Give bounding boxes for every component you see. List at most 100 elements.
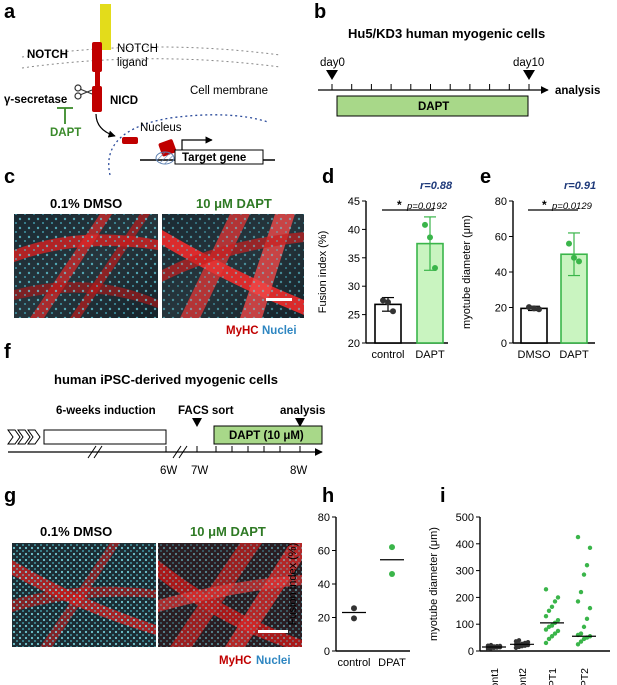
timeline-f-ticks (165, 446, 301, 452)
stat-p: p=0.0192 (406, 201, 448, 212)
data-point (380, 297, 386, 304)
day10-label: day10 (513, 57, 544, 69)
data-point (546, 636, 552, 642)
x-tick-label: DAPT (559, 349, 589, 361)
week6-label: 6W (160, 465, 177, 477)
stat-r: r=0.88 (420, 180, 453, 192)
data-point (576, 258, 582, 265)
data-point (543, 627, 549, 632)
data-point (587, 545, 593, 551)
panel-f-title: human iPSC-derived myogenic cells (54, 372, 278, 387)
data-point (584, 616, 590, 622)
y-tick-label: 80 (495, 196, 507, 208)
x-tick-label: cont1 (489, 668, 501, 685)
data-point (422, 221, 428, 228)
micrograph-c-dapt (162, 214, 304, 318)
week8-label: 8W (290, 465, 307, 477)
chart-e-letter: e (480, 166, 491, 188)
dapt-bar-label-b: DAPT (418, 101, 449, 113)
target-gene-box (174, 149, 264, 165)
scale-bar-g (258, 630, 288, 633)
panel-b: b Hu5/KD3 human myogenic cells day0 day1… (314, 1, 600, 117)
nicd-arrow (95, 113, 116, 138)
x-tick-label: control (371, 349, 404, 361)
day0-label: day0 (320, 57, 345, 69)
data-point (389, 570, 395, 577)
y-tick-label: 0 (324, 646, 330, 658)
myhc-label-g: MyHC (219, 655, 252, 667)
day10-marker (523, 70, 535, 80)
y-tick-label: 35 (348, 253, 360, 265)
dapt-treatment-bar-f (213, 425, 323, 445)
y-tick-label: 30 (348, 281, 360, 293)
y-tick-label: 200 (456, 592, 474, 604)
target-gene-label: Target gene (182, 152, 246, 164)
scissors-icon (74, 84, 93, 100)
induction-bar (43, 429, 167, 445)
data-point (555, 617, 561, 623)
stat-star: * (542, 198, 547, 212)
data-point (575, 599, 581, 604)
nuclei-label-g: Nuclei (256, 655, 291, 667)
y-axis-label: Fusion index (%) (317, 231, 329, 314)
y-axis-label: Fusion index (%) (287, 543, 299, 626)
notch-ligand-label-1: NOTCH (117, 43, 158, 55)
induction-label: 6-weeks induction (56, 405, 156, 417)
y-tick-label: 40 (318, 579, 330, 591)
data-point (575, 642, 581, 647)
gamma-secretase-label: γ-secretase (4, 94, 67, 106)
notch-ligand-shape (100, 4, 111, 50)
y-tick-label: 60 (495, 232, 507, 244)
stat-p: p=0.0129 (551, 201, 593, 212)
week7-label: 7W (191, 465, 208, 477)
panel-c: c 0.1% DMSO 10 μM DAPT MyHC Nuclei (4, 166, 304, 337)
chart-d-letter: d (322, 166, 334, 188)
panel-b-title: Hu5/KD3 human myogenic cells (348, 26, 545, 41)
data-point (531, 305, 537, 312)
data-point (552, 631, 558, 636)
x-tick-label: DAPT2 (579, 668, 591, 685)
y-tick-label: 80 (318, 512, 330, 524)
y-tick-label: 400 (456, 539, 474, 551)
notch-stalk (95, 72, 100, 88)
data-point (390, 308, 396, 315)
panel-a-letter: a (4, 1, 16, 23)
stat-star: * (397, 198, 402, 212)
y-tick-label: 45 (348, 196, 360, 208)
day0-marker (326, 70, 338, 80)
stat-r: r=0.91 (564, 180, 596, 192)
nuclei-label-c: Nuclei (262, 325, 297, 337)
chart-e: e 0 20 40 60 80 myotube diameter (μm) DMSO DAPT r… (461, 166, 596, 361)
data-point (351, 615, 357, 622)
notch-receptor-shape (92, 42, 102, 72)
chart-h-letter: h (322, 485, 334, 507)
y-tick-label: 0 (468, 646, 474, 658)
data-point (587, 605, 593, 611)
data-point (549, 634, 555, 639)
y-tick-label: 20 (495, 303, 507, 315)
y-tick-label: 20 (318, 613, 330, 625)
y-tick-label: 300 (456, 566, 474, 578)
data-point (571, 254, 577, 261)
data-point (543, 613, 549, 619)
data-point (578, 589, 584, 595)
panel-b-letter: b (314, 1, 326, 23)
data-point (385, 299, 391, 306)
micrograph-c-dmso (14, 214, 158, 318)
nucleus-membrane (108, 114, 269, 176)
data-point (549, 623, 555, 628)
x-tick-label: DAPT (415, 349, 445, 361)
data-point (427, 234, 433, 241)
panel-a: a NOTCH NOTCH ligand γ-secretase NICD Ce… (4, 1, 281, 176)
panel-g-letter: g (4, 485, 16, 507)
y-tick-label: 500 (456, 512, 474, 524)
y-tick-label: 100 (456, 619, 474, 631)
analysis-label-b: analysis (555, 85, 600, 97)
data-point (546, 608, 552, 613)
data-point (536, 306, 542, 313)
data-point (488, 642, 494, 648)
csl-shape (155, 151, 175, 165)
membrane-line-outer (21, 46, 281, 58)
x-tick-label: DAPT1 (547, 668, 559, 685)
panel-c-label-left: 0.1% DMSO (50, 196, 122, 211)
